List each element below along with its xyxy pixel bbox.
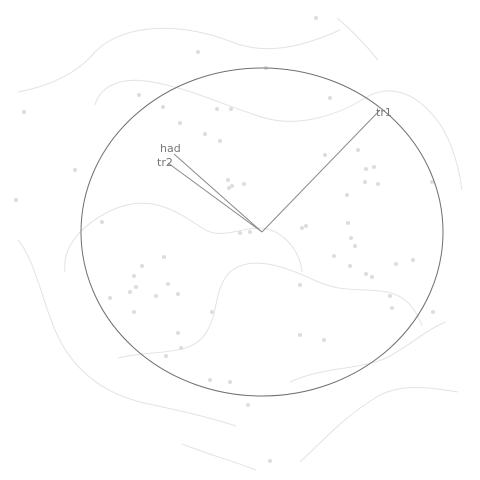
sample-point: [298, 333, 302, 337]
sample-point: [132, 310, 136, 314]
sample-point: [210, 310, 214, 314]
sample-point: [164, 354, 168, 358]
sample-point: [178, 121, 182, 125]
sample-point: [226, 178, 230, 182]
sample-point: [364, 167, 368, 171]
sample-point: [323, 153, 327, 157]
sample-point: [430, 180, 434, 184]
contour-line: [17, 239, 237, 427]
label-tr1: tr1: [376, 106, 392, 119]
sample-point: [218, 139, 222, 143]
sample-point: [349, 236, 353, 240]
contour-line: [299, 387, 459, 463]
label-tr2: tr2: [157, 156, 173, 169]
sample-points: [14, 16, 435, 463]
sample-point: [176, 292, 180, 296]
sample-point: [196, 50, 200, 54]
sample-point: [411, 258, 415, 262]
sample-point: [100, 220, 104, 224]
sample-point: [390, 306, 394, 310]
sample-point: [322, 338, 326, 342]
sample-point: [353, 244, 357, 248]
sample-point: [431, 310, 435, 314]
sample-point: [73, 168, 77, 172]
sample-point: [370, 275, 374, 279]
contour-line: [117, 262, 423, 359]
contour-line: [289, 321, 447, 383]
study-area-boundary: [80, 67, 444, 397]
sample-point: [363, 180, 367, 184]
sample-point: [229, 107, 233, 111]
sample-point: [268, 459, 272, 463]
sample-point: [388, 294, 392, 298]
sample-point: [134, 285, 138, 289]
sample-point: [137, 93, 141, 97]
sample-point: [108, 296, 112, 300]
sample-point: [300, 226, 304, 230]
sample-point: [364, 272, 368, 276]
sample-point: [346, 221, 350, 225]
sample-point: [230, 184, 234, 188]
sample-point: [14, 198, 18, 202]
sample-point: [179, 346, 183, 350]
contour-line: [336, 17, 379, 61]
sample-point: [203, 132, 207, 136]
sample-point: [304, 224, 308, 228]
sample-point: [345, 193, 349, 197]
sample-point: [332, 254, 336, 258]
contour-line: [64, 202, 303, 273]
ray-labels: tr1 had tr2: [157, 106, 392, 169]
sample-point: [215, 107, 219, 111]
sample-point: [154, 294, 158, 298]
ray-tr2: [167, 162, 263, 233]
sample-point: [238, 231, 242, 235]
sample-point: [208, 378, 212, 382]
sample-point: [162, 255, 166, 259]
sample-point: [328, 96, 332, 100]
ray-tr1: [261, 109, 381, 233]
sample-point: [161, 105, 165, 109]
sample-point: [22, 110, 26, 114]
bearing-rays: [167, 109, 381, 233]
sample-point: [372, 165, 376, 169]
sample-point: [242, 182, 246, 186]
sample-point: [298, 283, 302, 287]
sample-point: [314, 16, 318, 20]
sample-point: [140, 264, 144, 268]
sample-point: [376, 182, 380, 186]
sample-point: [228, 380, 232, 384]
sample-point: [176, 331, 180, 335]
sample-point: [166, 282, 170, 286]
sample-point: [248, 230, 252, 234]
sample-point: [128, 290, 132, 294]
contour-line: [94, 79, 463, 191]
sample-point: [132, 274, 136, 278]
sample-point: [227, 186, 231, 190]
contour-lines: [17, 17, 463, 471]
contour-line: [181, 443, 257, 471]
sample-point: [246, 403, 250, 407]
sample-point: [394, 262, 398, 266]
ray-had: [173, 153, 263, 233]
label-had: had: [160, 142, 181, 155]
sample-point: [348, 264, 352, 268]
sample-point: [356, 148, 360, 152]
contour-line: [17, 27, 341, 93]
